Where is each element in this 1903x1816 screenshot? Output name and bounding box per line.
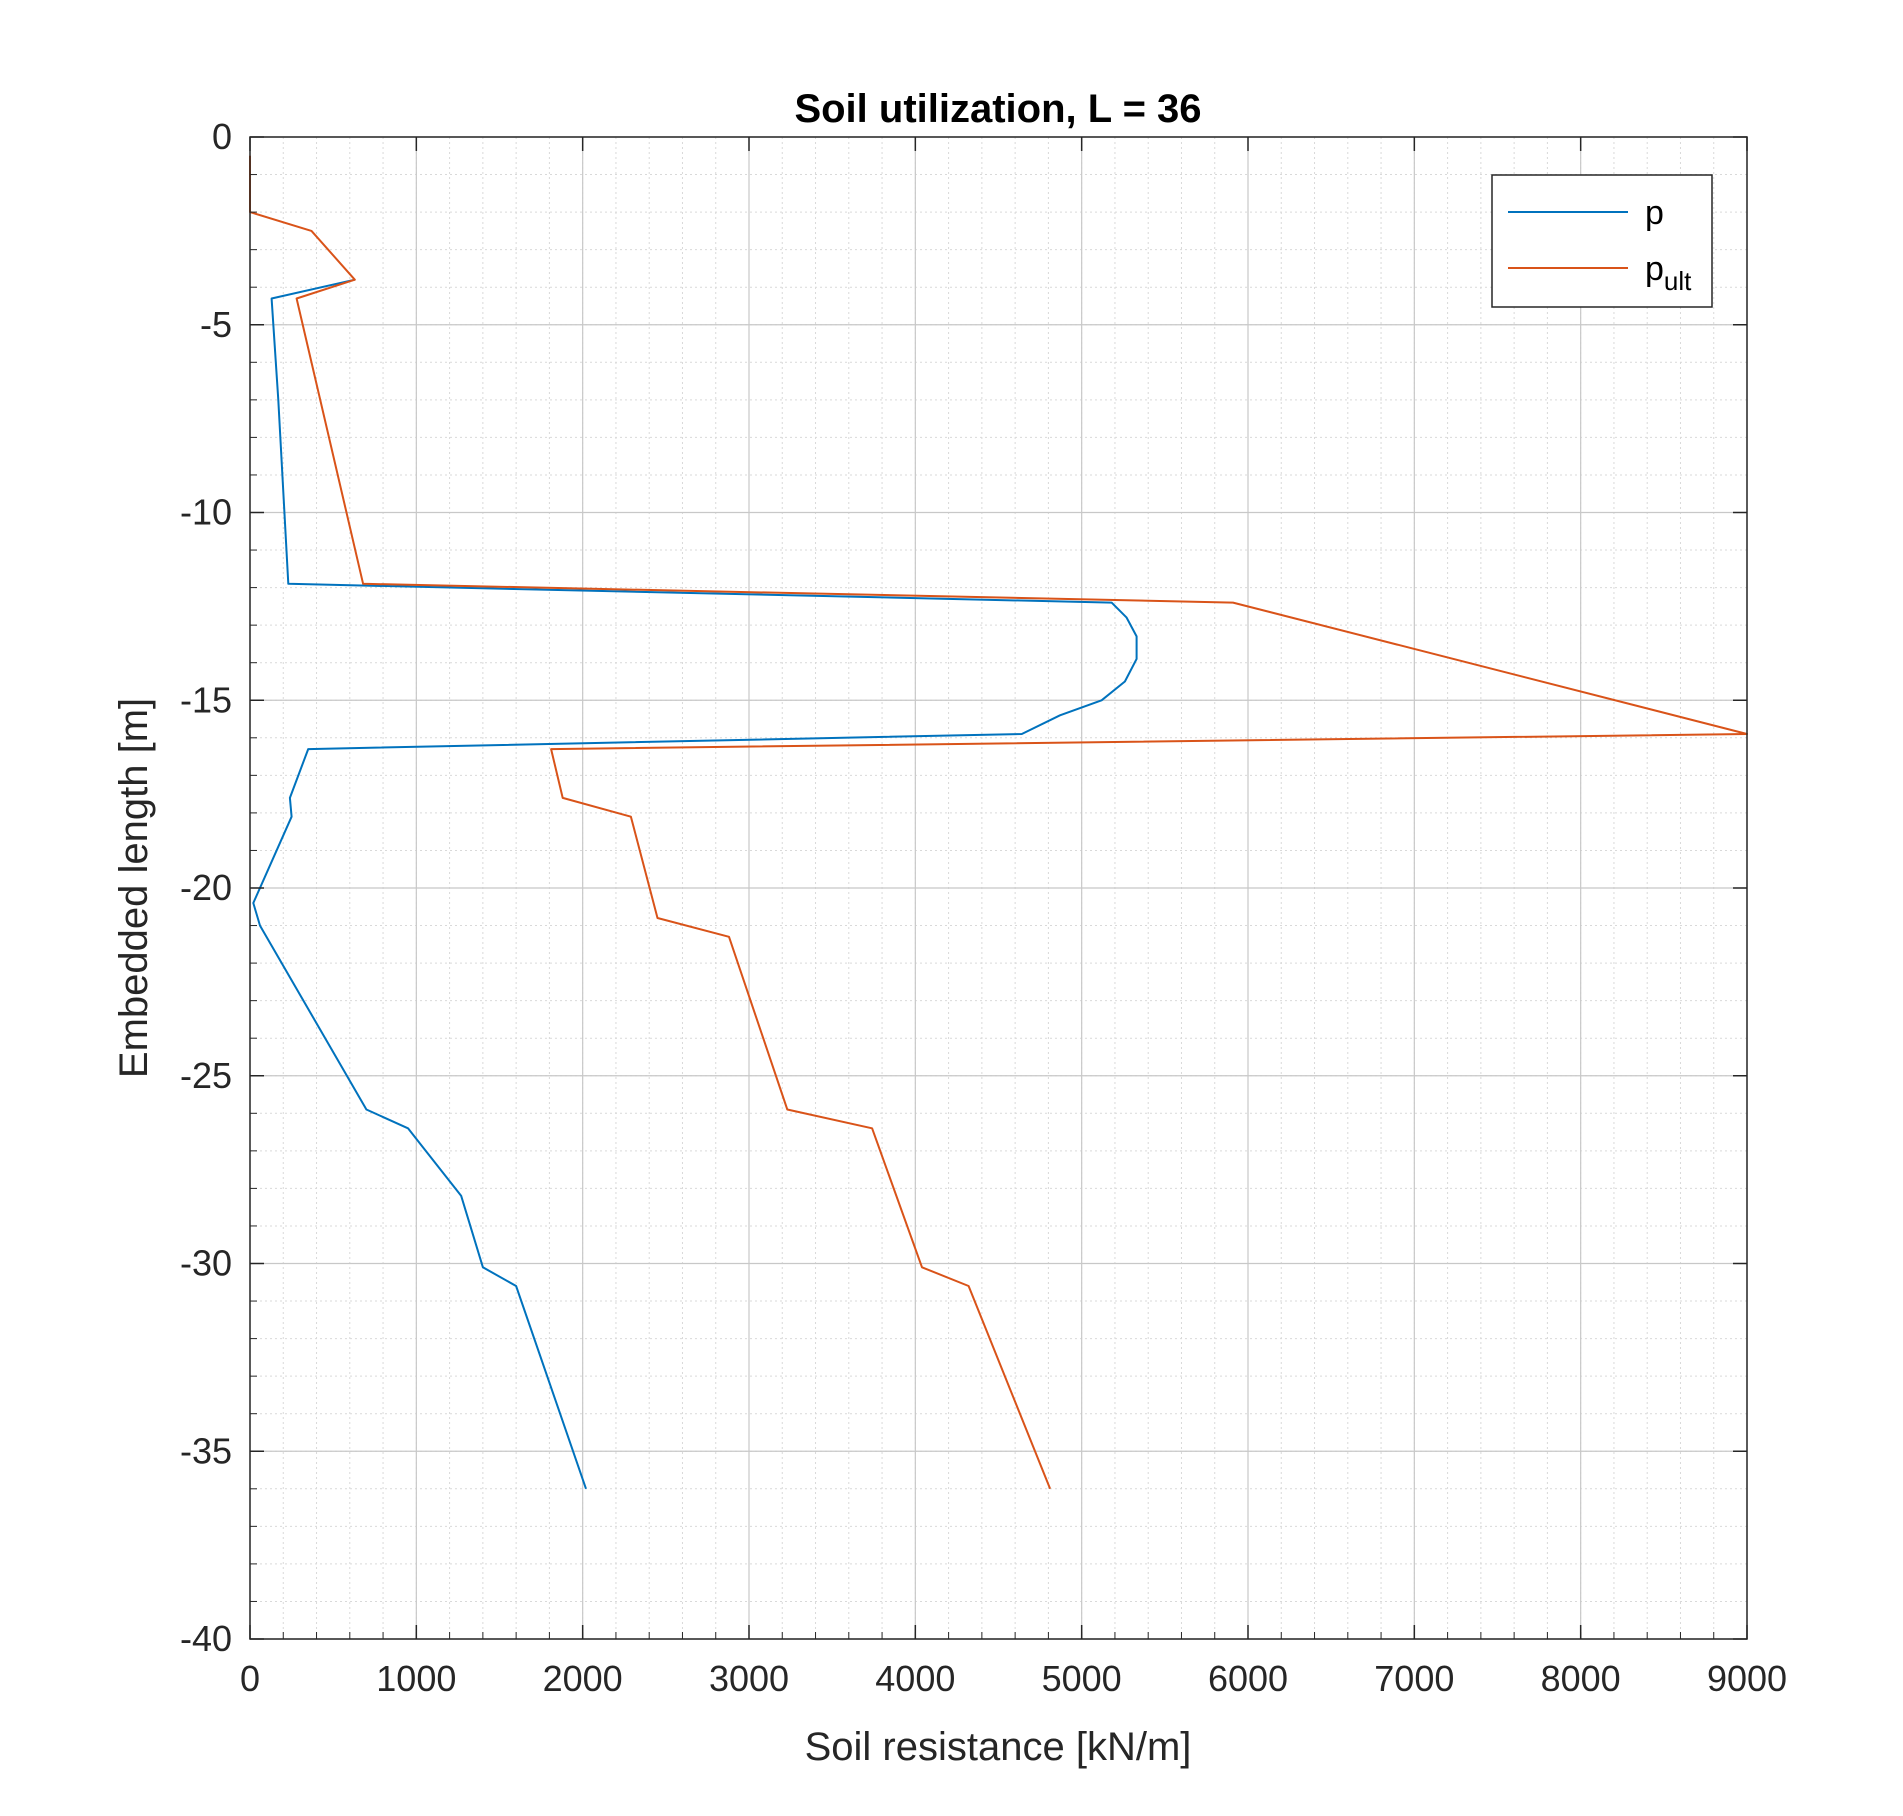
x-tick-label: 5000 [1042,1658,1122,1699]
y-tick-label: -10 [180,492,232,533]
legend-label-pult-sub: ult [1664,266,1692,296]
y-tick-label: -25 [180,1055,232,1096]
x-axis-label: Soil resistance [kN/m] [805,1725,1192,1769]
legend-box [1491,174,1713,308]
series-line-p [252,278,1138,1490]
x-tick-label: 9000 [1707,1658,1787,1699]
x-tick-label: 0 [240,1658,260,1699]
y-tick-label: -5 [200,304,232,345]
y-tick-label: -15 [180,679,232,720]
x-tick-label: 1000 [376,1658,456,1699]
series-line-pult [249,155,1748,1490]
legend-label-pult-main: p [1645,250,1664,288]
ticks: 0 1000 2000 3000 4000 5000 6000 7000 8000 9000 0 -5… [180,116,1787,1699]
y-tick-label: -40 [180,1618,232,1659]
y-axis-label: Embedded length [m] [112,698,156,1078]
y-tick-label: -30 [180,1243,232,1284]
y-tick-label: 0 [212,116,232,157]
x-tick-label: 4000 [875,1658,955,1699]
series-layer [249,155,1748,1490]
x-tick-label: 6000 [1208,1658,1288,1699]
x-tick-label: 8000 [1541,1658,1621,1699]
legend: p pult [1491,174,1713,308]
legend-label-pult: pult [1645,250,1692,296]
x-tick-label: 7000 [1374,1658,1454,1699]
y-tick-label: -20 [180,867,232,908]
x-tick-label: 3000 [709,1658,789,1699]
chart-title: Soil utilization, L = 36 [794,87,1201,131]
legend-label-p: p [1645,194,1664,232]
x-tick-label: 2000 [543,1658,623,1699]
y-tick-label: -35 [180,1430,232,1471]
